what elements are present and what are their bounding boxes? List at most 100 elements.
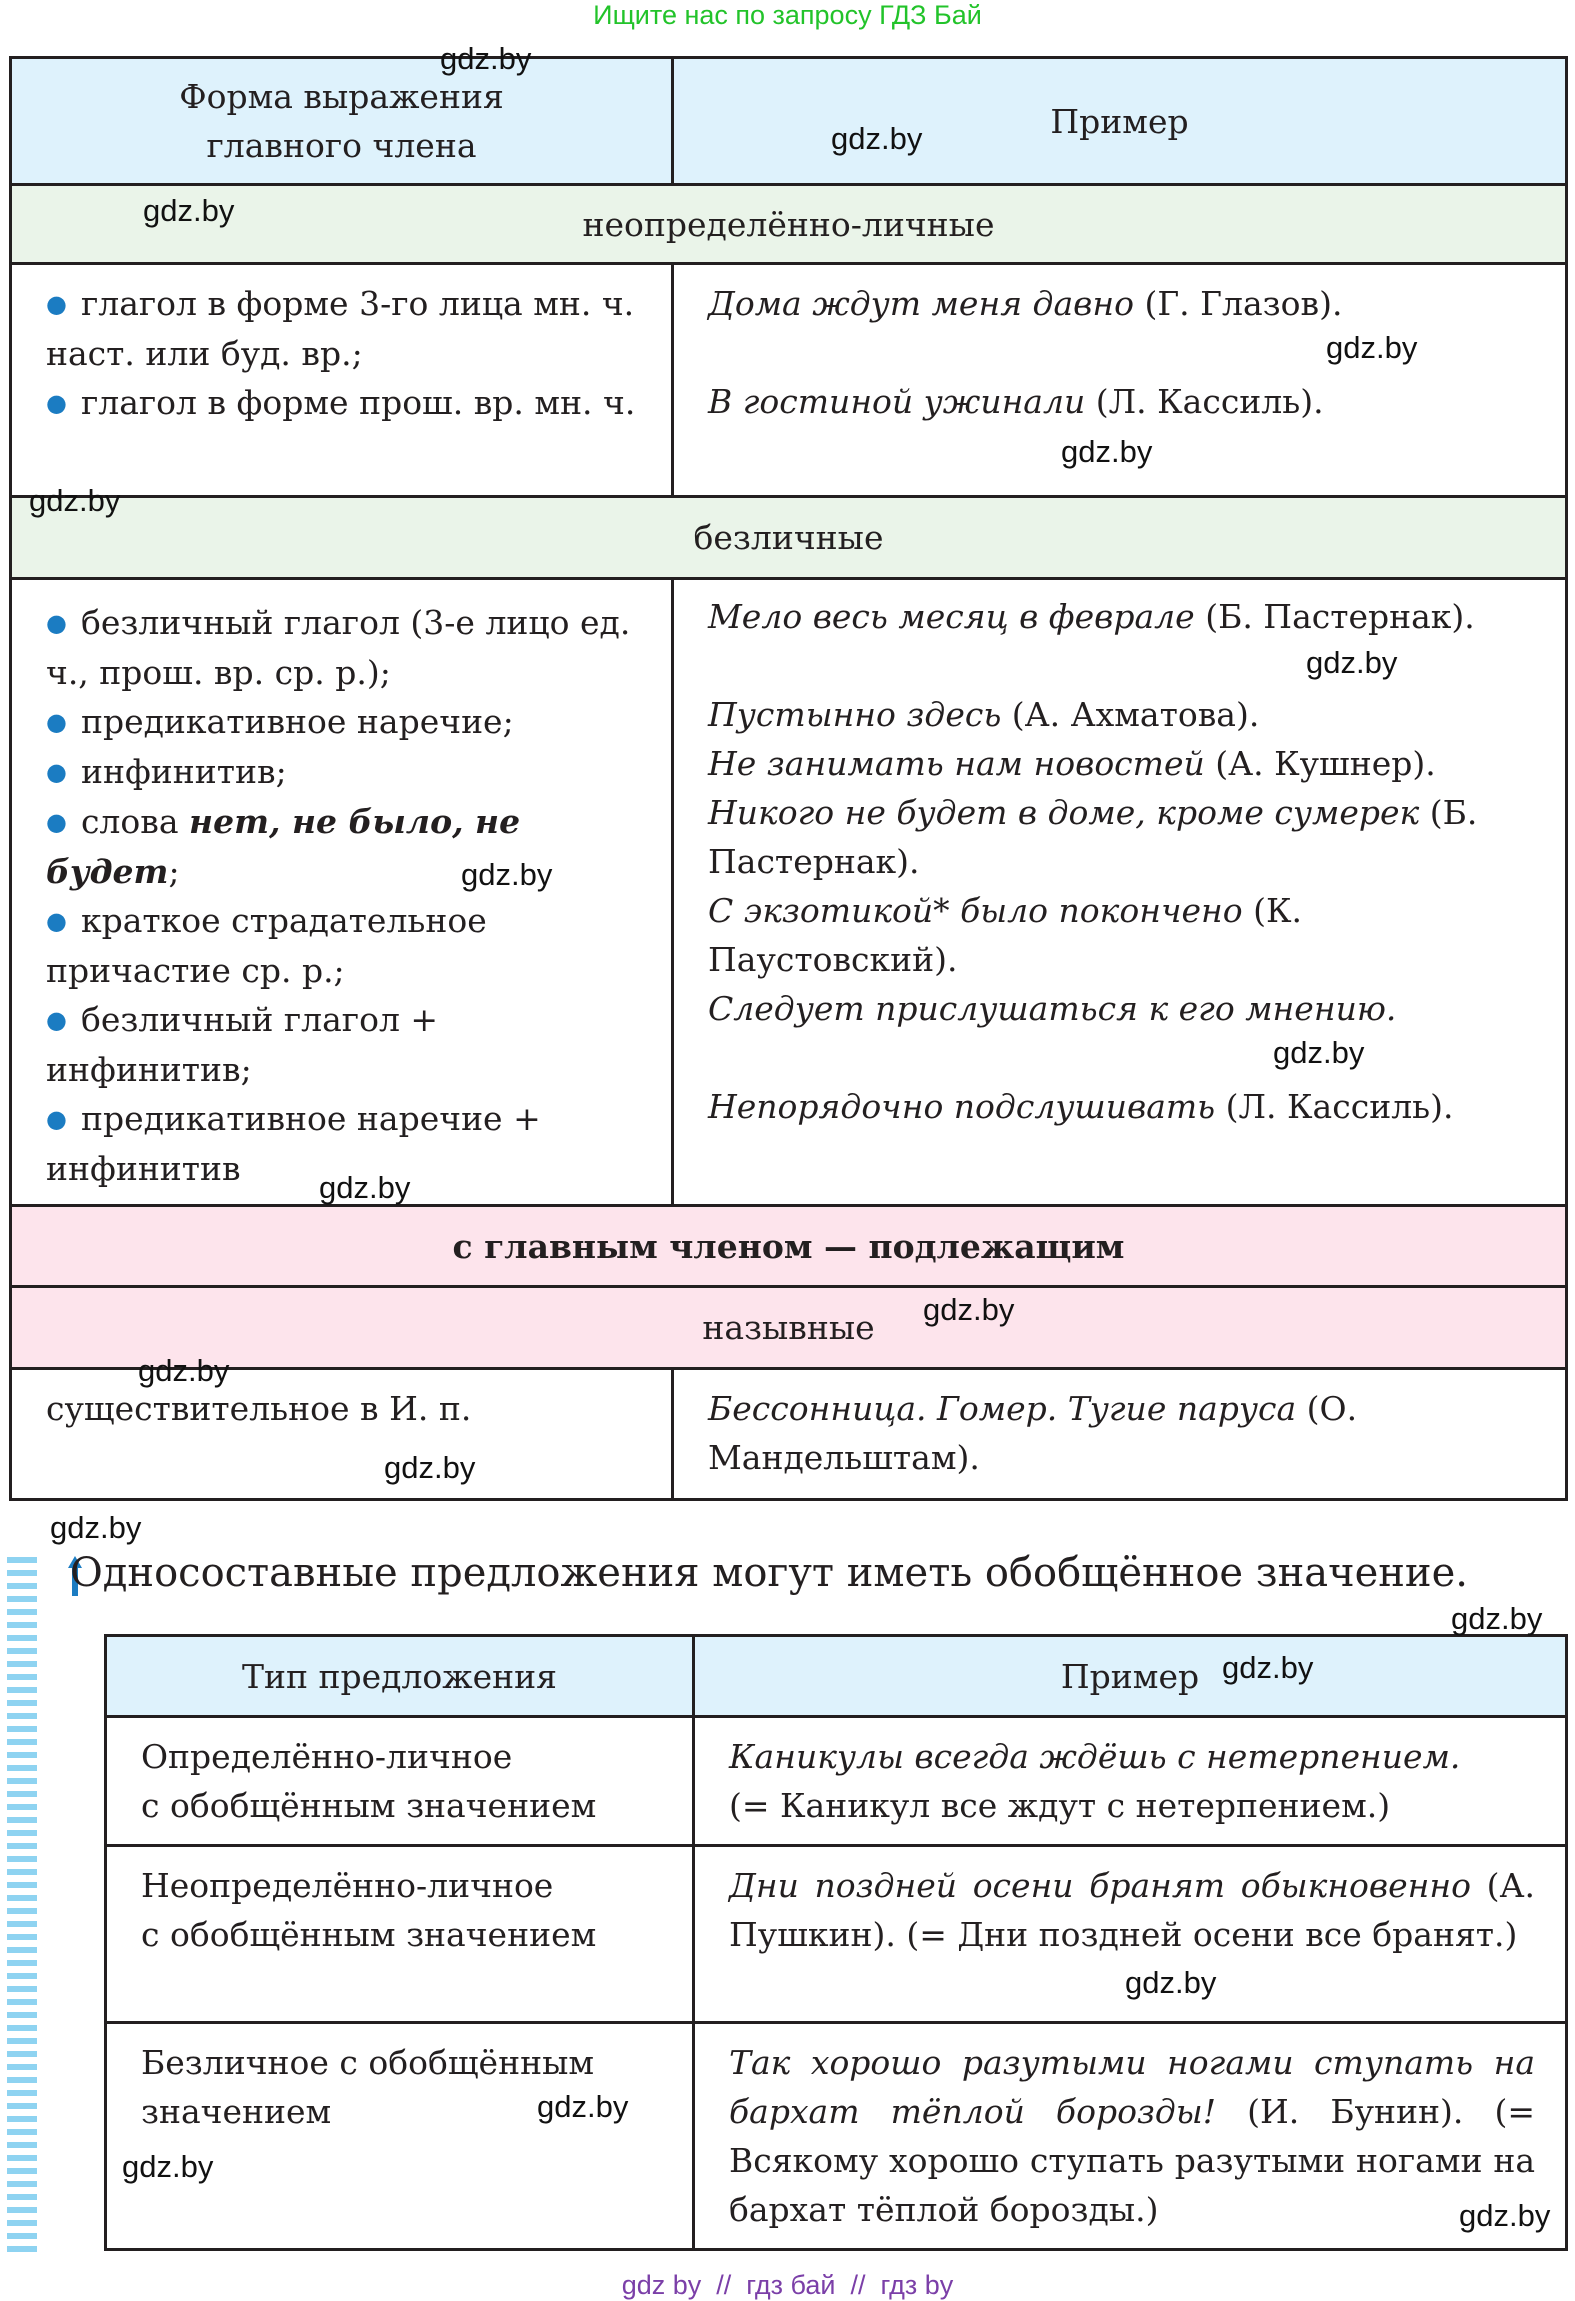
examples-cell: Бессонница. Гомер. Тугие паруса (О. Манд… bbox=[671, 1367, 1568, 1501]
section-subject: с главным членом — подлежащим bbox=[9, 1204, 1568, 1288]
type-text: с обобщённым значением bbox=[141, 1915, 597, 1954]
example-sentence: Пустынно здесь bbox=[708, 695, 1002, 734]
watermark: gdz.by bbox=[1061, 434, 1153, 469]
bullet-icon: ● bbox=[46, 907, 67, 935]
forms-cell: ● безличный глагол (3-е лицо ед. ч., прош… bbox=[9, 577, 674, 1207]
example: Следует прислушаться к его мнению. bbox=[708, 984, 1535, 1033]
list-item: ● предикативное наречие + инфинитив bbox=[46, 1094, 641, 1193]
example-sentence: Каникулы всегда ждёшь с нетерпением. bbox=[729, 1737, 1461, 1776]
type-text: Безличное с обобщённым bbox=[141, 2043, 595, 2082]
watermark: gdz.by bbox=[50, 1510, 142, 1545]
generalized-meaning-table: Тип предложения Пример Определённо-лично… bbox=[104, 1634, 1568, 2251]
example: Никого не будет в доме, кроме сумерек (Б… bbox=[708, 788, 1535, 886]
footer-note: gdz by // гдз бай // гдз by bbox=[621, 2270, 954, 2300]
watermark: gdz.by bbox=[1222, 1650, 1314, 1685]
form-text: инфинитив; bbox=[80, 752, 287, 791]
example: Дома ждут меня давно (Г. Глазов). bbox=[708, 279, 1535, 328]
watermark: gdz.by bbox=[831, 121, 923, 156]
type-text: с обобщённым значением bbox=[141, 1786, 597, 1825]
section-row-nominative: назывные bbox=[9, 1285, 1568, 1370]
section-indefinite: неопределённо-личные bbox=[9, 183, 1568, 265]
watermark: gdz.by bbox=[319, 1170, 411, 1205]
example: Непорядочно подслушивать (Л. Кассиль). bbox=[708, 1082, 1535, 1131]
arrow-up-icon bbox=[68, 1556, 82, 1596]
table-row: существительное в И. п. Бессонница. Гоме… bbox=[9, 1367, 1568, 1501]
watermark: gdz.by bbox=[122, 2149, 214, 2184]
watermark: gdz.by bbox=[537, 2089, 629, 2124]
table-row: Неопределённо-личное с обобщённым значени… bbox=[104, 1844, 1568, 2024]
example-sentence: Непорядочно подслушивать bbox=[708, 1087, 1216, 1126]
watermark: gdz.by bbox=[384, 1450, 476, 1485]
example-author: (Б. Пастернак). bbox=[708, 793, 1478, 881]
example-cell: Каникулы всегда ждёшь с нетерпением. (= К… bbox=[692, 1715, 1568, 1847]
watermark: gdz.by bbox=[1273, 1035, 1365, 1070]
list-item: ● глагол в форме 3-го лица мн. ч. наст. и… bbox=[46, 279, 641, 378]
section-row-indefinite: неопределённо-личные bbox=[9, 183, 1568, 265]
example-cell: Дни поздней осени бранят обыкновенно (А.… bbox=[692, 1844, 1568, 2024]
example: Не занимать нам новостей (А. Кушнер). bbox=[708, 739, 1535, 788]
table-header-row: Форма выражения главного члена Пример bbox=[9, 56, 1568, 186]
table-row: Определённо-личное с обобщённым значением… bbox=[104, 1715, 1568, 1847]
watermark: gdz.by bbox=[440, 41, 532, 76]
list-item: ● безличный глагол + инфинитив; bbox=[46, 995, 641, 1094]
bullet-icon: ● bbox=[46, 808, 67, 836]
example-sentence: Никого не будет в доме, кроме сумерек bbox=[708, 793, 1420, 832]
example-sentence: С экзотикой* было покончено bbox=[708, 891, 1243, 930]
table-header-row: Тип предложения Пример bbox=[104, 1634, 1568, 1718]
example: Мело весь месяц в феврале (Б. Пастернак)… bbox=[708, 592, 1535, 641]
example-sentence: Бессонница. Гомер. Тугие паруса bbox=[708, 1389, 1297, 1428]
example-cell: Так хорошо разутыми ногами ступать на ба… bbox=[692, 2021, 1568, 2251]
example: В гостиной ужинали (Л. Кассиль). bbox=[708, 377, 1535, 426]
examples-cell: Мело весь месяц в феврале (Б. Пастернак)… bbox=[671, 577, 1568, 1207]
form-text: безличный глагол + инфинитив; bbox=[46, 1000, 439, 1089]
type-cell: Неопределённо-личное с обобщённым значени… bbox=[104, 1844, 695, 2024]
watermark: gdz.by bbox=[1459, 2198, 1551, 2233]
watermark: gdz.by bbox=[461, 857, 553, 892]
example-paraphrase: (А. Пушкин). (= Дни поздней осени все бр… bbox=[729, 1866, 1535, 1954]
list-item: ● предикативное наречие; bbox=[46, 697, 641, 747]
example: Пустынно здесь (А. Ахматова). bbox=[708, 690, 1535, 739]
table-row: ● глагол в форме 3-го лица мн. ч. наст. и… bbox=[9, 262, 1568, 498]
forms-cell: существительное в И. п. bbox=[9, 1367, 674, 1501]
bullet-icon: ● bbox=[46, 708, 67, 736]
type-text: Определённо-личное bbox=[141, 1737, 513, 1776]
watermark: gdz.by bbox=[923, 1292, 1015, 1327]
form-text: предикативное наречие; bbox=[80, 702, 514, 741]
form-text: безличный глагол (3-е лицо ед. ч., прош.… bbox=[46, 603, 631, 692]
form-text: ; bbox=[168, 852, 180, 891]
form-text: краткое страдательное причастие ср. р.; bbox=[46, 901, 487, 990]
forms-cell: ● глагол в форме 3-го лица мн. ч. наст. и… bbox=[9, 262, 674, 498]
example: С экзотикой* было покончено (К. Паустовс… bbox=[708, 886, 1535, 984]
watermark: gdz.by bbox=[1306, 645, 1398, 680]
example-author: (О. Мандельштам). bbox=[708, 1389, 1358, 1477]
section-row-subject: с главным членом — подлежащим bbox=[9, 1204, 1568, 1288]
type-cell: Определённо-личное с обобщённым значением bbox=[104, 1715, 695, 1847]
section-impersonal: безличные bbox=[9, 495, 1568, 580]
example-sentence: Дома ждут меня давно bbox=[708, 284, 1134, 323]
watermark: gdz.by bbox=[29, 483, 121, 518]
form-text: глагол в форме прош. вр. мн. ч. bbox=[80, 383, 636, 422]
top-note: Ищите нас по запросу ГДЗ Бай bbox=[593, 0, 982, 30]
form-text: глагол в форме 3-го лица мн. ч. наст. ил… bbox=[46, 284, 635, 373]
form-keywords: нет, не было, не будет bbox=[46, 802, 521, 891]
example-author: (Г. Глазов). bbox=[1133, 284, 1343, 323]
list-item: ● слова нет, не было, не будет; bbox=[46, 797, 641, 896]
example-author: (А. Ахматова). bbox=[1001, 695, 1260, 734]
bullet-icon: ● bbox=[46, 758, 67, 786]
example-sentence: Мело весь месяц в феврале bbox=[708, 597, 1195, 636]
example-sentence: В гостиной ужинали bbox=[708, 382, 1086, 421]
example-paraphrase: (И. Бунин). (= Всякому хорошо ступать ра… bbox=[729, 2092, 1535, 2229]
section-nominative: назывные bbox=[9, 1285, 1568, 1370]
example-sentence: Дни поздней осени бранят обыкновенно bbox=[729, 1866, 1471, 1905]
bullet-icon: ● bbox=[46, 609, 67, 637]
example-sentence: Так хорошо разутыми ногами ступать на ба… bbox=[729, 2043, 1535, 2131]
table-row: ● безличный глагол (3-е лицо ед. ч., прош… bbox=[9, 577, 1568, 1207]
section-row-impersonal: безличные bbox=[9, 495, 1568, 580]
main-clause-forms-table: Форма выражения главного члена Пример не… bbox=[9, 56, 1568, 1501]
list-item: ● глагол в форме прош. вр. мн. ч. bbox=[46, 378, 641, 428]
bullet-icon: ● bbox=[46, 1105, 67, 1133]
header-form-text: Форма выражения главного члена bbox=[179, 77, 504, 165]
form-text: предикативное наречие + инфинитив bbox=[46, 1099, 541, 1188]
example-author: (Б. Пастернак). bbox=[1194, 597, 1475, 636]
example-author: (А. Кушнер). bbox=[1204, 744, 1436, 783]
